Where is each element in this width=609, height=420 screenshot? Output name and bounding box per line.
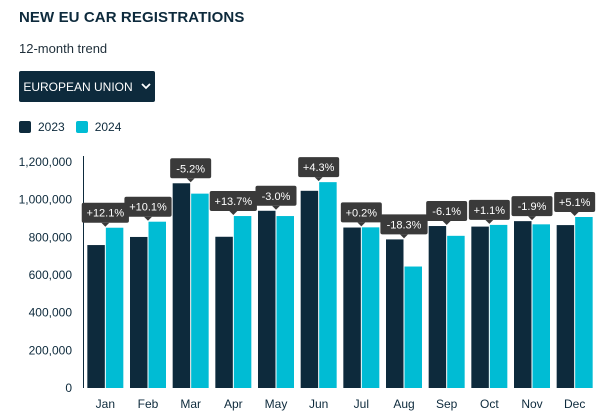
y-tick-label: 400,000 <box>29 306 73 320</box>
change-badge <box>380 214 428 235</box>
bar-2024-mar <box>191 193 209 388</box>
x-tick-label: Dec <box>564 397 585 411</box>
bar-2024-jan <box>105 227 124 388</box>
change-label: +1.1% <box>474 205 506 217</box>
bar-2023-jun <box>300 190 319 388</box>
bar-2024-feb <box>148 221 166 388</box>
change-badge-pointer <box>144 216 152 221</box>
bar-2024-apr <box>233 216 252 388</box>
change-badge-pointer <box>314 177 323 182</box>
legend-item-2023[interactable]: 2023 <box>19 120 65 134</box>
y-tick-label: 0 <box>65 381 72 395</box>
change-badge <box>298 157 340 178</box>
change-badge <box>426 201 468 222</box>
bar-2023-may <box>258 210 276 388</box>
bar-2023-mar <box>172 183 191 388</box>
bar-2024-aug <box>404 266 422 388</box>
x-tick-label: Mar <box>180 397 201 411</box>
x-tick-label: Feb <box>138 397 159 411</box>
legend-label-2024: 2024 <box>94 120 122 134</box>
change-badge-pointer <box>357 222 366 227</box>
change-badge <box>81 202 129 223</box>
x-tick-label: Jun <box>309 397 328 411</box>
change-label: +4.3% <box>303 162 335 174</box>
bar-2023-jul <box>343 227 361 388</box>
change-label: -6.1% <box>432 206 461 218</box>
y-tick-label: 600,000 <box>29 268 73 282</box>
change-badge <box>340 202 382 223</box>
change-label: +12.1% <box>87 208 125 220</box>
change-badge-pointer <box>186 178 195 183</box>
x-tick-label: Sep <box>436 397 458 411</box>
chart-subtitle: 12-month trend <box>19 41 108 56</box>
x-tick-label: Jul <box>354 397 369 411</box>
legend-label-2023: 2023 <box>38 120 65 134</box>
change-badge-pointer <box>442 221 451 226</box>
y-tick-label: 1,200,000 <box>19 155 73 169</box>
change-label: +0.2% <box>346 207 378 219</box>
change-label: -18.3% <box>387 219 422 231</box>
legend-swatch-2024 <box>75 121 88 133</box>
change-label: +5.1% <box>559 197 591 209</box>
x-tick-label: Nov <box>521 397 542 411</box>
x-tick-label: Apr <box>224 397 243 411</box>
bar-2024-jun <box>319 182 337 388</box>
bar-2024-nov <box>532 224 550 388</box>
bar-2023-nov <box>514 221 532 388</box>
region-dropdown-button[interactable]: EUROPEAN UNION <box>19 71 155 102</box>
change-badge-pointer <box>485 219 494 224</box>
x-tick-label: Jan <box>96 397 115 411</box>
change-badge <box>511 196 553 217</box>
bar-2023-sep <box>428 226 447 388</box>
legend-item-2024[interactable]: 2024 <box>75 120 122 134</box>
bar-2024-oct <box>489 224 508 388</box>
change-badge <box>124 196 172 217</box>
bar-2023-jan <box>87 245 105 388</box>
chart-title: NEW EU CAR REGISTRATIONS <box>19 9 245 26</box>
chevron-down-icon <box>141 83 151 90</box>
change-label: -1.9% <box>518 201 547 213</box>
change-badge-pointer <box>400 234 408 239</box>
x-tick-label: May <box>265 397 288 411</box>
y-tick-label: 800,000 <box>29 230 73 244</box>
legend-swatch-2023 <box>19 121 31 133</box>
chart-legend: 2023 2024 <box>19 120 132 134</box>
change-label: -5.2% <box>176 163 205 175</box>
change-badge-pointer <box>272 205 280 210</box>
bar-2023-apr <box>215 236 233 388</box>
change-badge-pointer <box>570 211 579 216</box>
bar-2024-sep <box>447 235 465 388</box>
y-tick-label: 200,000 <box>29 343 73 357</box>
bar-2024-dec <box>575 216 593 388</box>
change-badge-pointer <box>101 222 110 227</box>
change-badge <box>255 185 297 206</box>
y-tick-label: 1,000,000 <box>19 193 73 207</box>
change-badge-pointer <box>528 216 536 221</box>
change-label: +13.7% <box>215 196 253 208</box>
change-badge <box>468 199 510 220</box>
change-badge <box>170 158 212 179</box>
change-badge <box>209 191 257 212</box>
x-tick-label: Oct <box>480 397 499 411</box>
bar-2024-may <box>276 216 294 388</box>
x-tick-label: Aug <box>393 397 414 411</box>
bar-2023-feb <box>130 236 148 388</box>
change-badge <box>554 191 596 212</box>
change-label: -3.0% <box>262 191 291 203</box>
bar-2023-aug <box>386 239 404 388</box>
bar-2023-oct <box>471 226 489 388</box>
bar-2023-dec <box>556 225 575 388</box>
region-dropdown-label: EUROPEAN UNION <box>23 79 133 94</box>
change-label: +10.1% <box>129 202 167 214</box>
bar-2024-jul <box>361 227 380 388</box>
change-badge-pointer <box>229 211 238 216</box>
